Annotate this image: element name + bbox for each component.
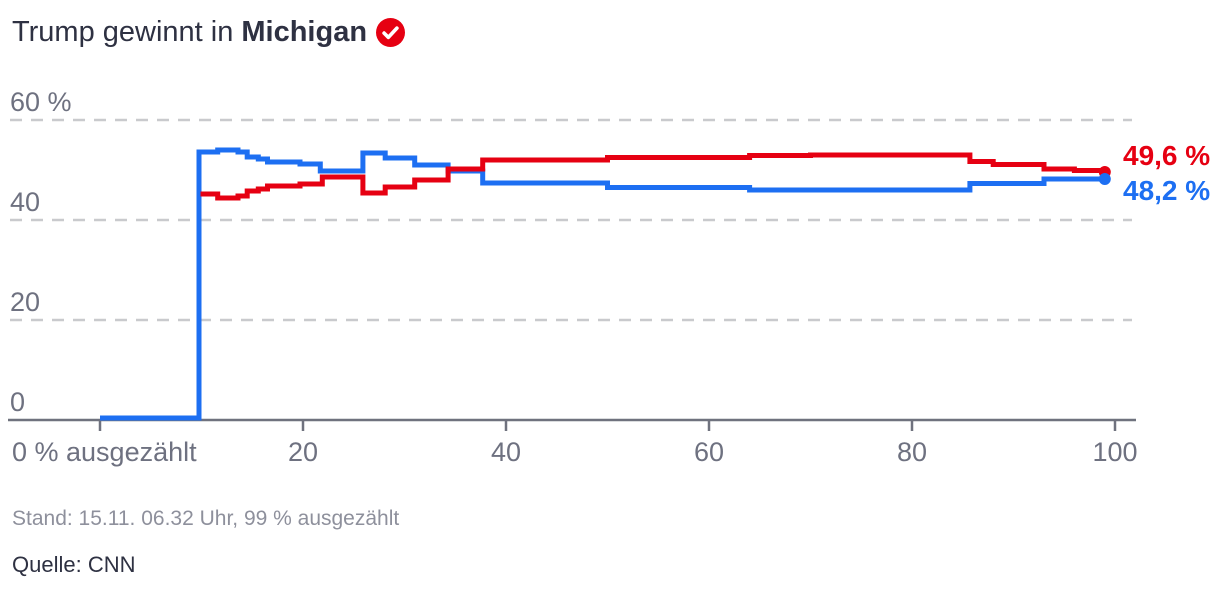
chart-title: Trump gewinnt in Michigan	[12, 14, 406, 50]
x-axis-tick-label: 40	[490, 437, 522, 467]
title-state: Michigan	[241, 16, 368, 48]
source-text: Quelle: CNN	[12, 552, 136, 577]
x-axis-tick-label: 100	[1092, 437, 1138, 467]
blue-result-line	[100, 147, 1105, 421]
blue-end-dot	[1098, 173, 1111, 185]
x-axis-tick-label: 0 % ausgezählt	[12, 437, 197, 467]
blue-value-label: 48,2 %	[1123, 175, 1211, 206]
x-axis-tick-label: 60	[693, 437, 725, 467]
status-timestamp-text: Stand: 15.11. 06.32 Uhr, 99 % ausgezählt	[12, 507, 400, 530]
y-axis-tick-label: 60 %	[10, 87, 72, 117]
y-axis-tick-label: 20	[10, 287, 41, 317]
trump-result-line	[200, 152, 1108, 201]
y-axis-tick-label: 0	[10, 387, 26, 417]
title-prefix: Trump gewinnt in	[12, 16, 234, 48]
x-axis-tick-label: 20	[287, 437, 319, 467]
x-axis-tick-label: 80	[896, 437, 928, 467]
y-axis-tick-label: 40	[10, 187, 41, 217]
verified-check-icon	[376, 17, 406, 47]
trump-value-label: 49,6 %	[1123, 140, 1211, 171]
